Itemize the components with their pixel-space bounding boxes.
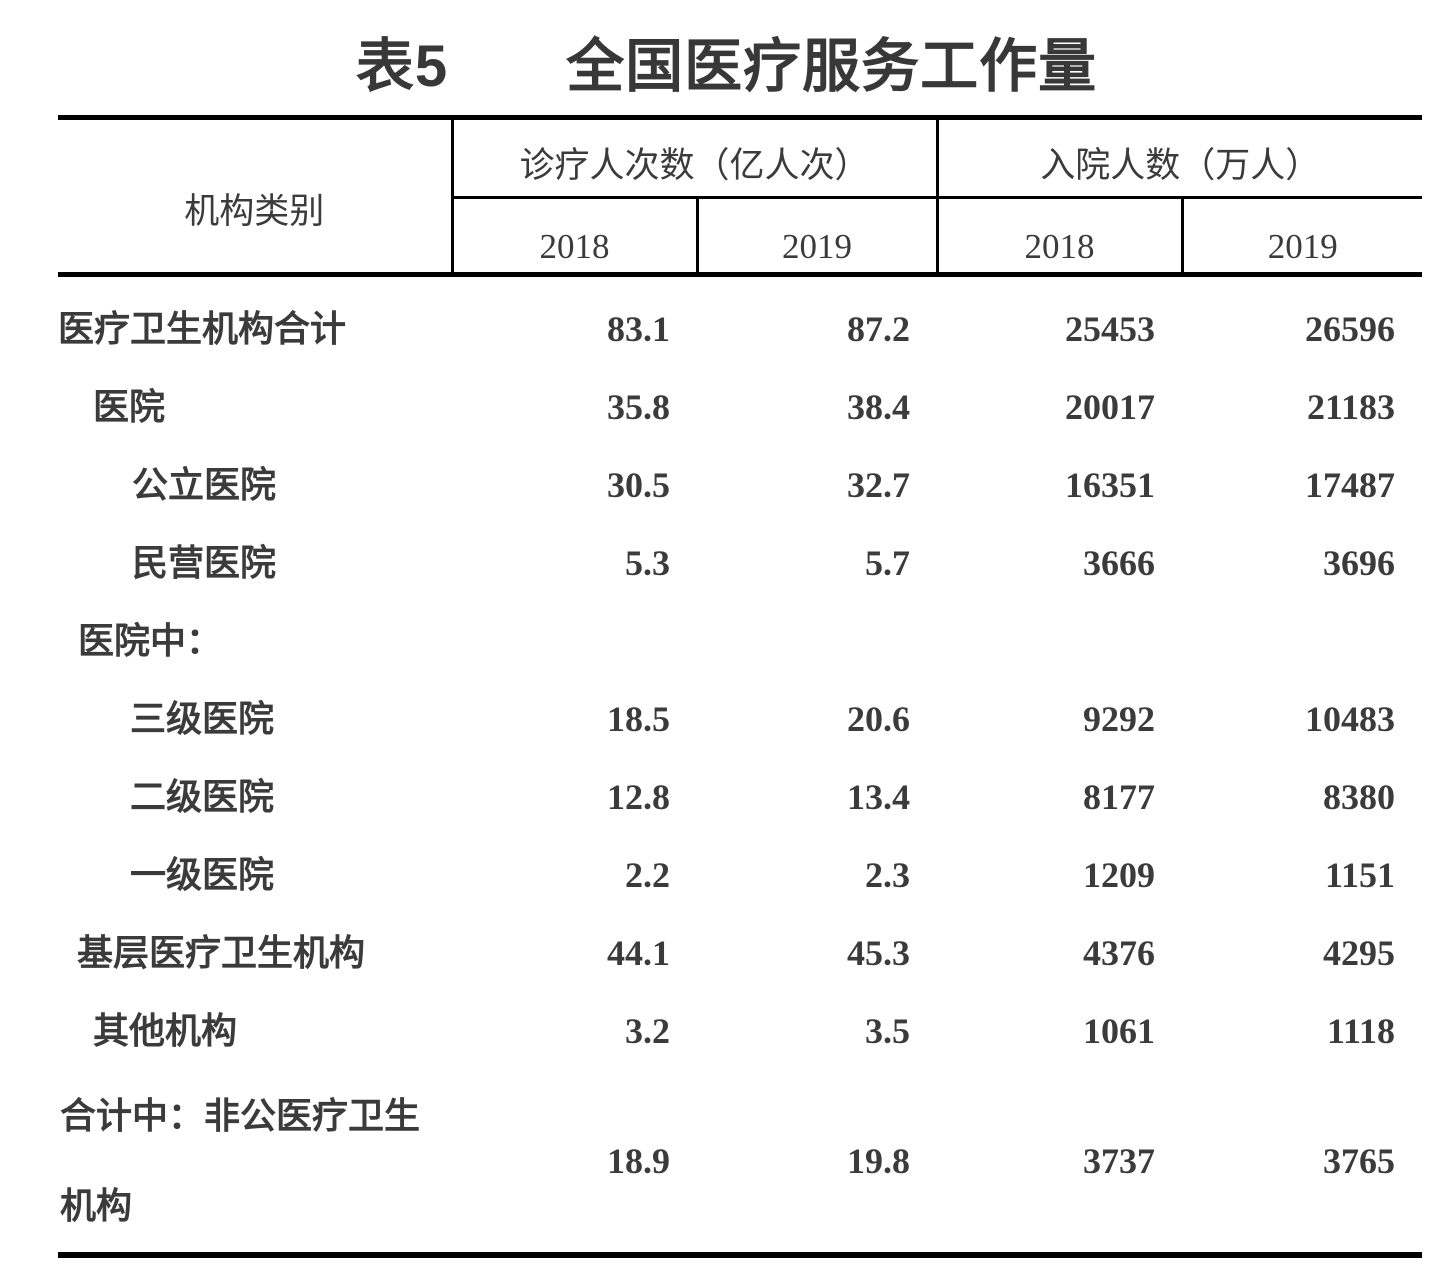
cell-value: 30.5: [607, 464, 670, 505]
cell-value: 20017: [1065, 386, 1156, 427]
cell-value: [697, 602, 937, 680]
row-label: 医院中：: [78, 620, 223, 661]
row-label: 医院: [93, 386, 166, 427]
table-body: 医疗卫生机构合计 83.1 87.2 25453 26596 医院 35.8 3…: [58, 275, 1423, 1258]
cell-value: 2.3: [865, 854, 911, 895]
table-row: 其他机构 3.2 3.5 1061 1118: [58, 992, 1422, 1070]
cell-value: 9292: [1083, 698, 1156, 739]
row-label: 三级医院: [130, 698, 275, 739]
cell-value: 17487: [1305, 464, 1396, 505]
table-row: 合计中：非公医疗卫生机构 18.9 19.8 3737 3765: [58, 1069, 1423, 1258]
row-label: 合计中：非公医疗卫生机构: [58, 1069, 452, 1258]
cell-value: 38.4: [847, 386, 911, 427]
table-row: 基层医疗卫生机构 44.1 45.3 4376 4295: [58, 914, 1422, 992]
header-group-row: 机构类别 诊疗人次数（亿人次） 入院人数（万人）: [58, 117, 1423, 277]
cell-value: 20.6: [847, 698, 911, 739]
header-group-visits: 诊疗人次数（亿人次）: [452, 117, 939, 199]
cell-value: 4295: [1323, 932, 1396, 973]
header-year-row: 2018 2019 2018 2019: [58, 197, 1423, 277]
cell-value: 1151: [1325, 854, 1396, 895]
cell-value: 25453: [1065, 309, 1156, 350]
cell-value: 1061: [1083, 1010, 1156, 1051]
table-row: 医院 35.8 38.4 20017 21183: [58, 368, 1422, 446]
table-row: 民营医院 5.3 5.7 3666 3696: [58, 524, 1422, 602]
cell-value: 5.3: [625, 542, 670, 583]
table-row: 公立医院 30.5 32.7 16351 17487: [58, 446, 1422, 524]
cell-value: 87.2: [847, 309, 911, 350]
table-title-text: 全国医疗服务工作量: [566, 34, 1098, 99]
cell-value: 4376: [1083, 932, 1156, 973]
cell-value: 8380: [1323, 776, 1396, 817]
cell-value: 44.1: [607, 932, 670, 973]
cell-value: 5.7: [865, 542, 911, 583]
cell-value: 3.5: [865, 1010, 911, 1051]
cell-value: 3737: [937, 1069, 1183, 1258]
row-label: 其他机构: [93, 1010, 238, 1051]
cell-value: [1182, 602, 1422, 680]
cell-value: 32.7: [847, 464, 911, 505]
cell-value: [452, 602, 697, 680]
cell-value: 10483: [1305, 698, 1396, 739]
cell-value: 21183: [1307, 386, 1396, 427]
header-category: 机构类别: [58, 117, 454, 277]
cell-value: 35.8: [607, 386, 670, 427]
header-year-admissions-2018: 2018: [937, 197, 1184, 277]
row-label: 公立医院: [132, 464, 277, 505]
cell-value: 1209: [1083, 854, 1156, 895]
cell-value: 45.3: [847, 932, 911, 973]
cell-value: 1118: [1327, 1010, 1396, 1051]
cell-value: 2.2: [625, 854, 670, 895]
medical-workload-table: 机构类别 诊疗人次数（亿人次） 入院人数（万人） 2018 2019 2018 …: [58, 115, 1423, 1258]
row-label: 一级医院: [130, 854, 275, 895]
row-label: 医疗卫生机构合计: [58, 309, 347, 350]
table-row: 一级医院 2.2 2.3 1209 1151: [58, 836, 1422, 914]
cell-value: 8177: [1083, 776, 1156, 817]
cell-value: 16351: [1065, 464, 1156, 505]
cell-value: 13.4: [847, 776, 911, 817]
cell-value: 18.9: [452, 1069, 697, 1258]
row-label: 基层医疗卫生机构: [77, 932, 366, 973]
page-title: 表5 全国医疗服务工作量: [0, 36, 1453, 98]
cell-value: 83.1: [607, 309, 670, 350]
header-year-visits-2019: 2019: [697, 197, 939, 277]
cell-value: 3696: [1323, 542, 1396, 583]
cell-value: 3666: [1083, 542, 1156, 583]
cell-value: 3.2: [625, 1010, 670, 1051]
table-row: 三级医院 18.5 20.6 9292 10483: [58, 680, 1422, 758]
cell-value: 26596: [1305, 309, 1396, 350]
cell-value: 18.5: [607, 698, 670, 739]
header-year-visits-2018: 2018: [452, 197, 699, 277]
table-row: 二级医院 12.8 13.4 8177 8380: [58, 758, 1422, 836]
row-label: 二级医院: [130, 776, 275, 817]
cell-value: 3765: [1182, 1069, 1423, 1258]
cell-value: 12.8: [607, 776, 670, 817]
header-year-admissions-2019: 2019: [1182, 197, 1423, 277]
table-row: 医疗卫生机构合计 83.1 87.2 25453 26596: [58, 275, 1422, 368]
table-number: 表5: [355, 34, 449, 99]
table-header: 机构类别 诊疗人次数（亿人次） 入院人数（万人） 2018 2019 2018 …: [58, 117, 1423, 277]
cell-value: [937, 602, 1182, 680]
table-row: 医院中：: [58, 602, 1422, 680]
cell-value: 19.8: [697, 1069, 938, 1258]
header-group-admissions: 入院人数（万人）: [937, 117, 1423, 199]
row-label: 民营医院: [132, 542, 277, 583]
